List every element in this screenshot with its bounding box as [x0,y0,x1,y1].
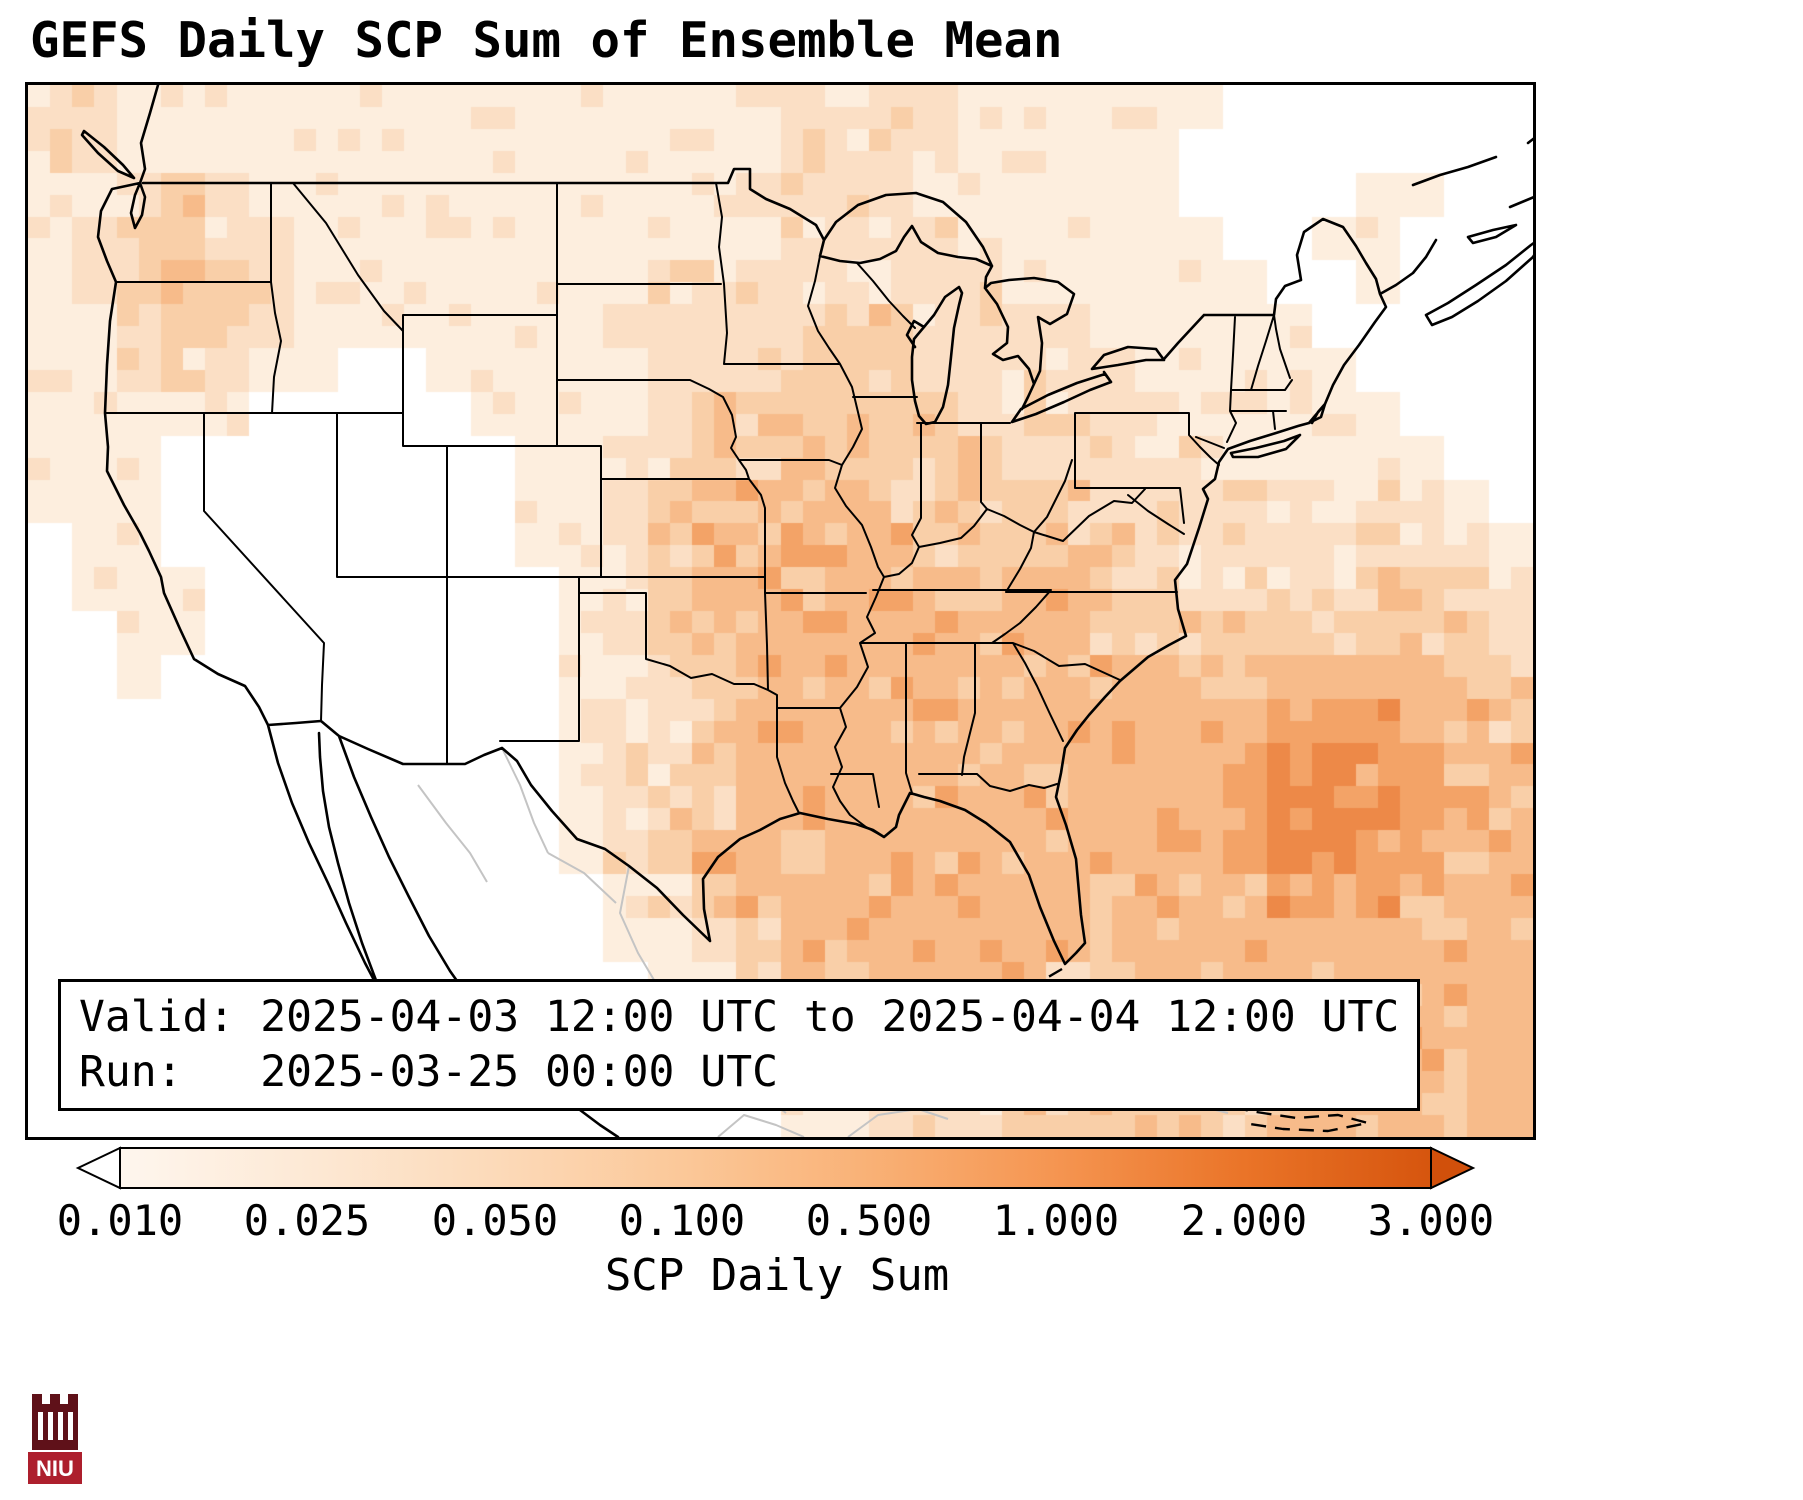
colorbar-right-arrow [1430,1146,1476,1190]
logo-text: NIU [36,1456,74,1481]
colorbar-tick-4: 0.500 [805,1196,933,1245]
colorbar-tick-3: 0.100 [618,1196,746,1245]
validity-info-box: Valid: 2025-04-03 12:00 UTC to 2025-04-0… [58,978,1421,1111]
colorbar-axis-label: SCP Daily Sum [604,1250,950,1301]
map-boundaries-overlay [80,85,1533,1137]
castle-shape [32,1394,78,1450]
map-panel: Valid: 2025-04-03 12:00 UTC to 2025-04-0… [25,82,1536,1140]
scp-heatmap-canvas [28,85,1533,1137]
niu-castle-icon: NIU [28,1394,82,1484]
colorbar-tick-2: 0.050 [431,1196,559,1245]
colorbar [75,1146,1476,1190]
colorbar-gradient-bar [119,1147,1432,1189]
great-lakes-path [818,191,1166,426]
colorbar-tick-5: 1.000 [992,1196,1120,1245]
colorbar-tick-6: 2.000 [1180,1196,1308,1245]
state-borders-path [104,182,1293,838]
run-time-text: Run: 2025-03-25 00:00 UTC [79,1046,778,1097]
colorbar-tick-1: 0.025 [243,1196,371,1245]
valid-time-text: Valid: 2025-04-03 12:00 UTC to 2025-04-0… [79,991,1400,1042]
colorbar-left-arrow [75,1146,121,1190]
logo-banner [28,1452,82,1484]
colorbar-tick-0: 0.010 [56,1196,184,1245]
colorbar-tick-7: 3.000 [1367,1196,1495,1245]
page-title: GEFS Daily SCP Sum of Ensemble Mean [30,12,1063,69]
niu-logo: NIU [24,1390,86,1488]
